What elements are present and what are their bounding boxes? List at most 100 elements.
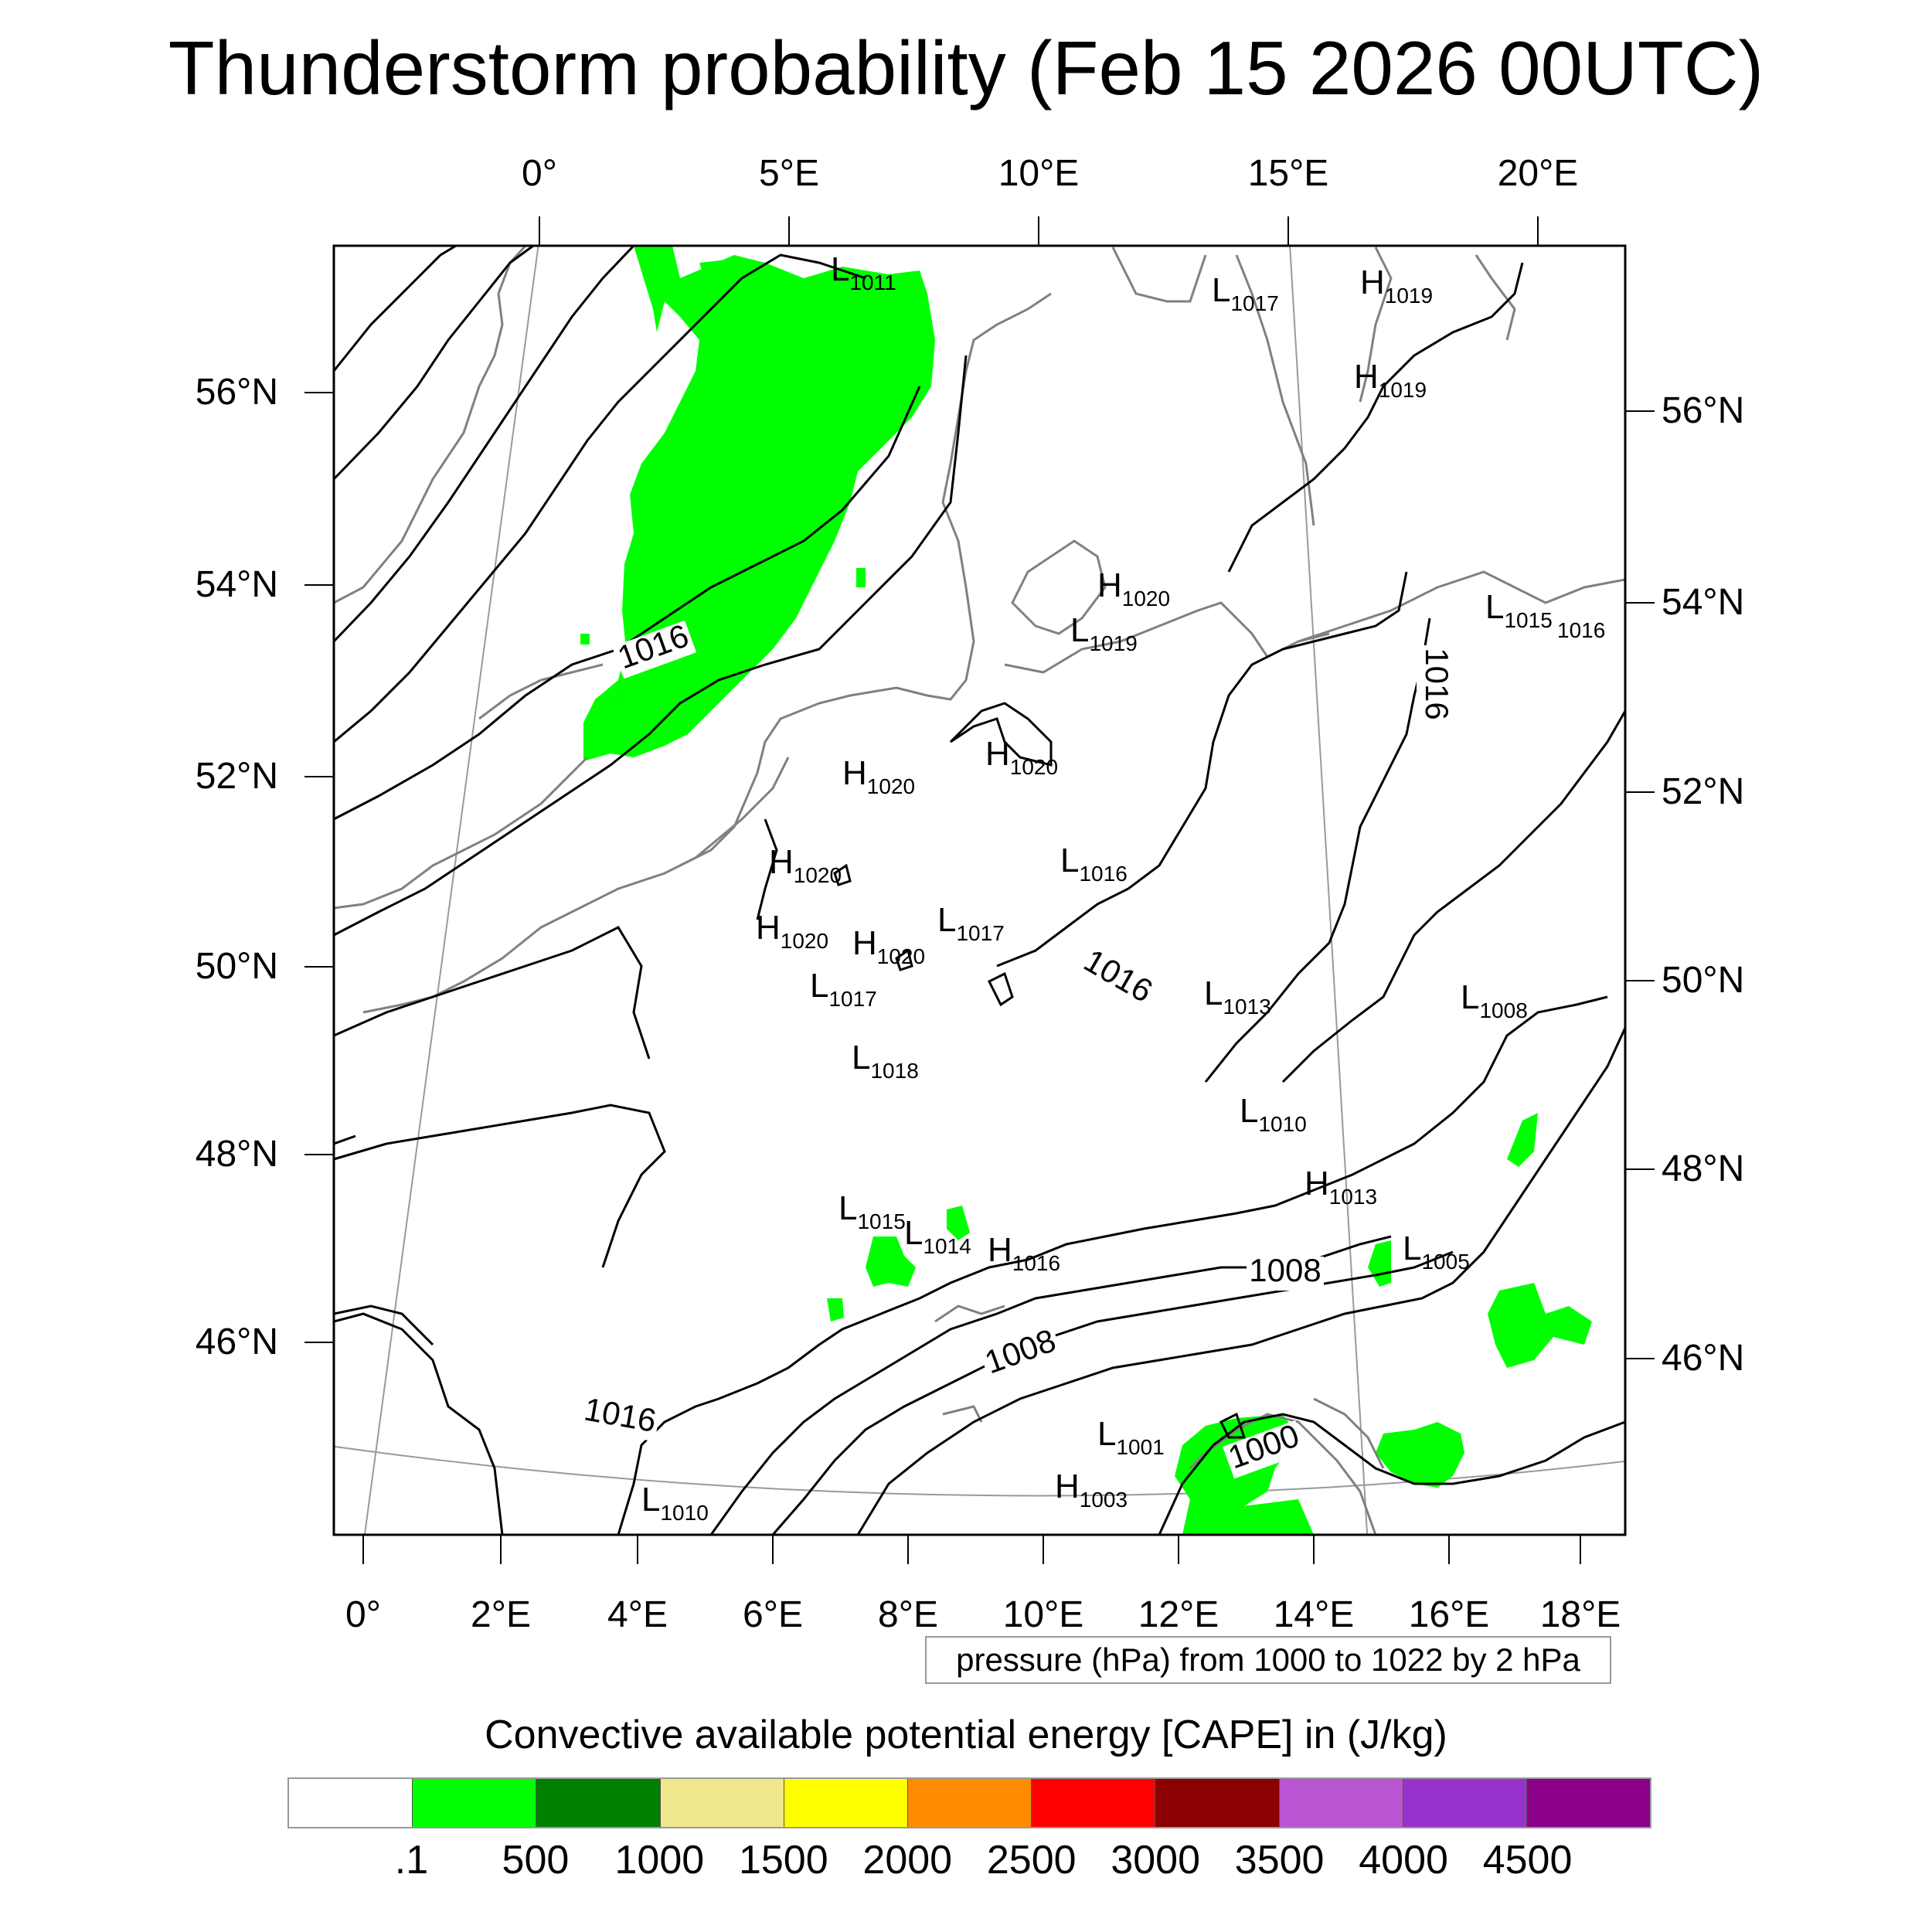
colorbar-box [1526,1779,1651,1827]
top-lon-label: 0° [522,153,557,194]
isobar-small-loop-c [987,971,1014,1007]
loose-isobar-value: 1016 [1557,618,1605,642]
pressure-center-high: H1020 [769,843,842,887]
colorbar-label: 1500 [738,1838,828,1883]
coast-uk-south [334,756,589,910]
isobar-label-background [1223,1420,1308,1479]
bottom-lon-label: 16°E [1409,1594,1490,1635]
isobar-04 [334,253,866,743]
isobar-15 [1158,1413,1625,1535]
top-lon-label: 15°E [1248,153,1329,194]
pressure-center-low: L1013 [1204,975,1271,1019]
right-lat-label: 48°N [1662,1148,1744,1189]
pressure-center-low: L1015 [1485,588,1553,632]
right-lat-label: 46°N [1662,1338,1744,1379]
cape-area-north-sea [583,246,935,761]
pressure-center-low: L1019 [1070,611,1138,655]
left-lat-label: 48°N [196,1134,278,1175]
meridian-15e [1289,246,1369,1535]
coast-alps-lakes [934,1304,1005,1423]
left-lat-label: 56°N [196,372,278,413]
isobar-17 [1204,617,1431,1083]
isobar-label-background [979,1325,1064,1384]
colorbar-label: .1 [394,1838,429,1883]
isobar-small-loop-b [756,818,778,920]
colorbar-box [1155,1779,1280,1827]
pressure-center-low: L1011 [831,250,896,294]
pressure-center-low: L1017 [1212,271,1279,315]
colorbar-label: 3500 [1234,1838,1325,1883]
colorbar-label: 4500 [1482,1838,1573,1883]
isobar-value-label: 1008 [1247,1252,1324,1291]
bottom-lon-label: 12°E [1138,1594,1219,1635]
pressure-center-low: L1017 [810,967,877,1011]
graticule [334,246,1625,1535]
pressure-center-low: L1010 [1240,1092,1307,1136]
isobar-01 [334,246,457,372]
cape-area-hungary-a [1368,1240,1391,1287]
isobar-label-background [612,620,697,679]
isobar-value-label: 1008 [979,1321,1064,1384]
meridian-0 [363,246,539,1535]
coast-uk-east [334,246,527,604]
cape-area-alps-c [827,1298,844,1321]
pressure-center-high: H1013 [1304,1165,1377,1209]
cape-fill [580,246,1592,1535]
pressure-center-low: L1017 [937,901,1005,945]
cape-dot-a [580,634,590,645]
pressure-center-high: H1019 [1360,264,1433,308]
colorbar-box [907,1779,1032,1827]
isobar-value-label: 1016 [578,1390,661,1442]
isobar-02 [334,246,534,481]
isobar-08 [334,1104,666,1268]
pressure-center-low: L1008 [1461,978,1528,1022]
cape-area-hungary-b [1488,1283,1592,1368]
bottom-lon-label: 14°E [1274,1594,1355,1635]
colorbar-box [660,1779,784,1827]
coast-adriatic [1189,1413,1377,1535]
colorbar-box [536,1779,661,1827]
right-lat-label: 56°N [1662,390,1744,431]
bottom-lon-label: 2°E [471,1594,531,1635]
pressure-center-low: L1018 [852,1039,919,1083]
coast-sweden-south [1111,247,1207,303]
right-lat-label: 50°N [1662,960,1744,1001]
isobar-03 [334,246,635,643]
bottom-lon-label: 4°E [607,1594,668,1635]
colorbar-label: 4000 [1359,1838,1448,1883]
isobar-small-loop-a [949,702,1053,767]
coast-jutland [941,292,1052,503]
pressure-center-high: H1020 [852,924,925,968]
colorbar-label: 2000 [862,1838,953,1883]
cape-colorbar [287,1777,1651,1828]
isobar-18 [1281,710,1625,1083]
pressure-center-low: L1001 [1097,1415,1165,1459]
isobar-20 [334,1134,434,1346]
isobar-07 [334,926,651,1060]
top-lon-label: 20°E [1498,153,1579,194]
isobar-label-text: 1016 [1419,648,1455,719]
bottom-lon-label: 8°E [878,1594,938,1635]
top-lon-label: 10°E [998,153,1080,194]
cape-dot-b [856,568,866,587]
cape-area-alps-a [866,1236,916,1287]
left-lat-label: 46°N [196,1321,278,1362]
coast-france-north [362,757,790,1014]
isobar-small-loop-d [1219,1412,1247,1439]
bottom-lon-label: 6°E [743,1594,803,1635]
isobar-05 [334,386,921,821]
cape-colorbar-labels: .1 500 1000 1500 2000 2500 3000 3500 4000 4500 [0,1833,1932,1887]
colorbar-label: 2500 [986,1838,1077,1883]
right-lat-label: 52°N [1662,771,1744,812]
cape-area-italy-b [1206,1499,1314,1535]
pressure-center-high: H1020 [985,735,1058,779]
pressure-center-high: H1019 [1354,358,1427,402]
colorbar-box [1403,1779,1527,1827]
left-lat-label: 54°N [196,564,278,605]
isobar-label-background [1074,944,1159,1013]
map-frame [332,244,1627,1536]
bottom-lon-label: 18°E [1540,1594,1621,1635]
coast-croatia [1313,1397,1385,1469]
pressure-center-low: L1005 [1403,1230,1470,1274]
isobar-label-background [1247,1257,1324,1291]
